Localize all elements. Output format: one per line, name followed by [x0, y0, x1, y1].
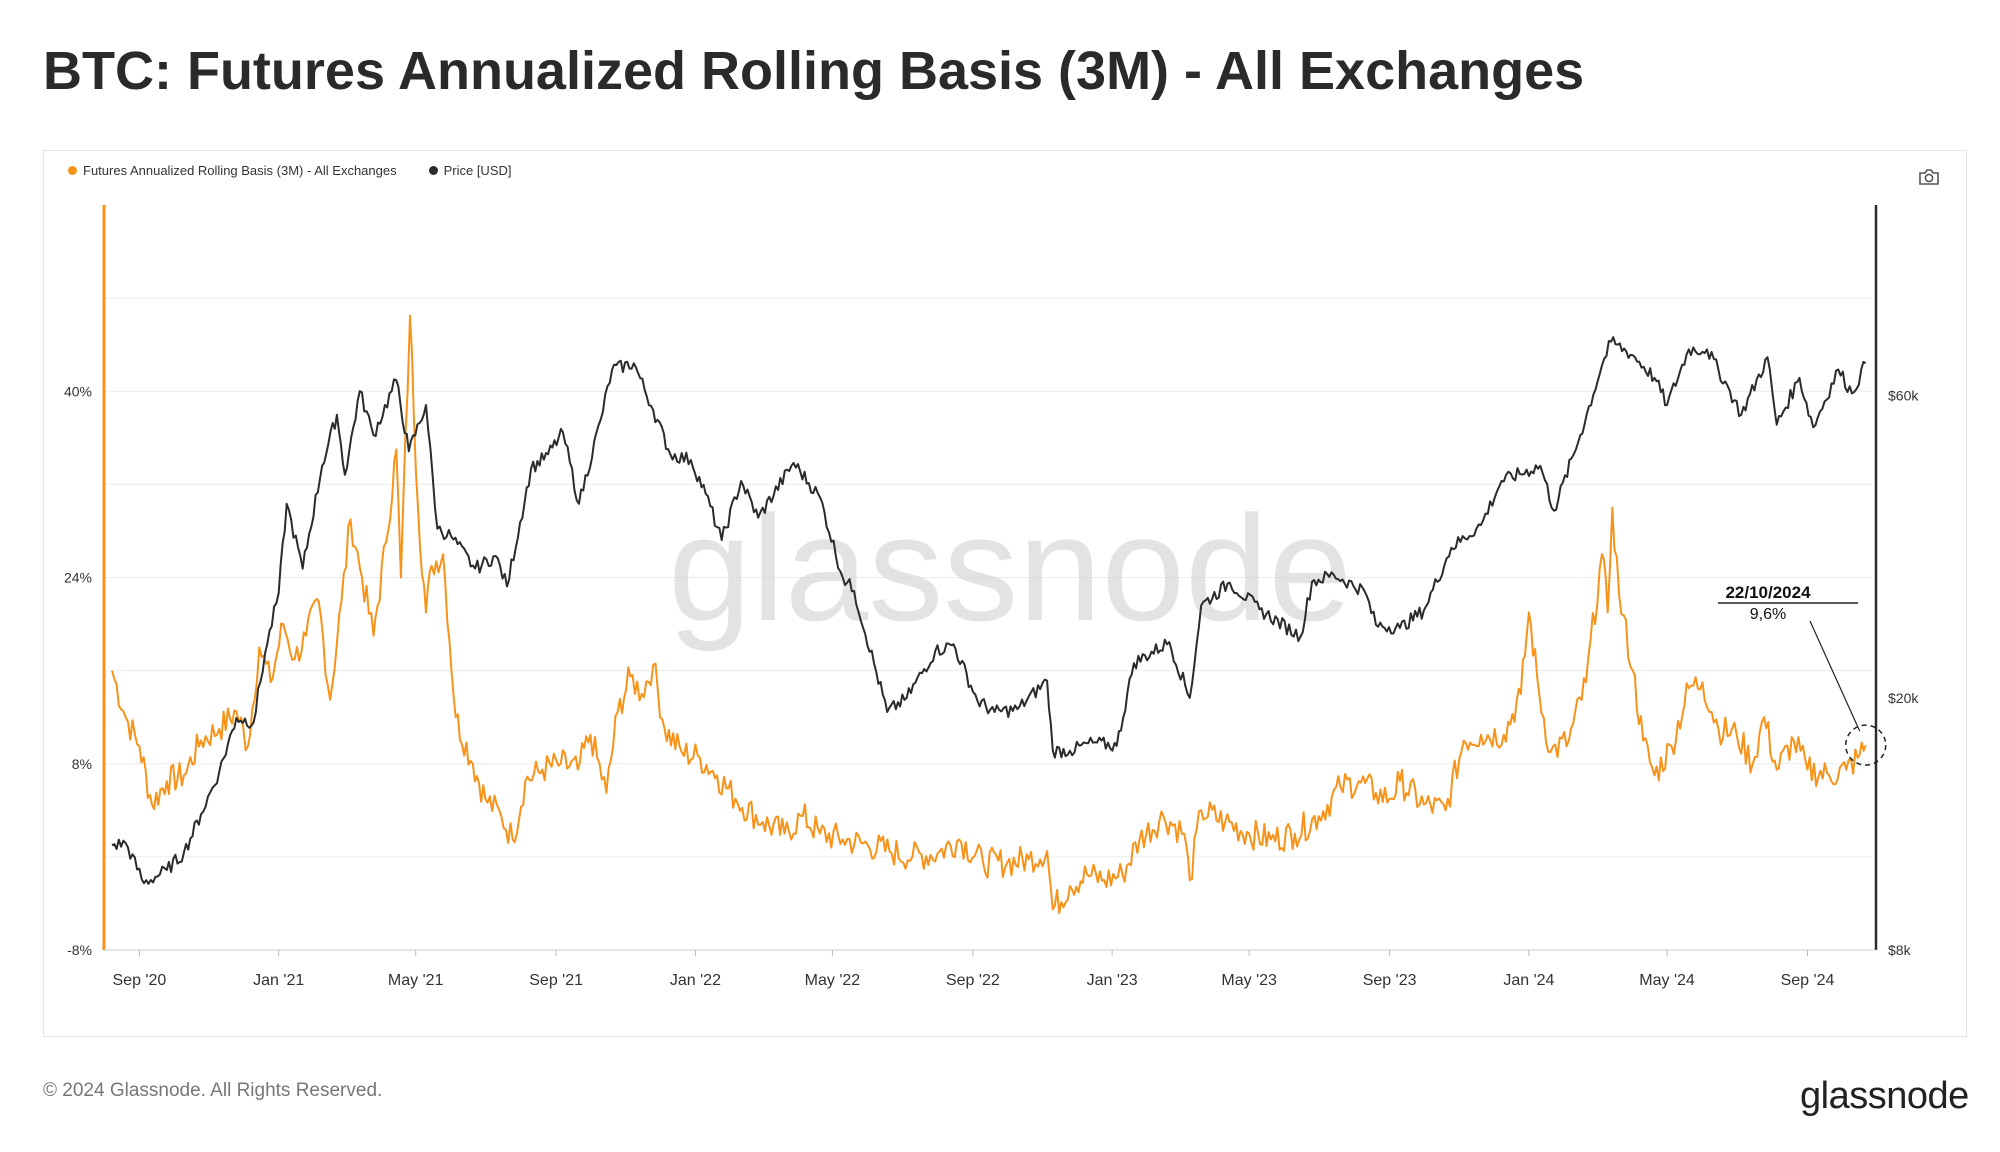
page-title: BTC: Futures Annualized Rolling Basis (3…	[43, 41, 1585, 101]
y-left-tick-label: 24%	[64, 570, 92, 586]
x-tick-label: May '23	[1221, 972, 1277, 989]
y-left-tick-label: 40%	[64, 383, 92, 399]
x-tick-label: Sep '24	[1781, 972, 1835, 989]
annotation-date-label: 22/10/2024	[1725, 583, 1811, 602]
x-tick-label: May '22	[805, 972, 861, 989]
camera-icon[interactable]	[1918, 168, 1940, 186]
annotation-circle	[1844, 724, 1887, 766]
y-left-tick-label: 8%	[72, 756, 92, 772]
basis-series-line	[111, 314, 1867, 914]
y-right-tick-label: $20k	[1888, 690, 1919, 706]
x-tick-label: Jan '24	[1503, 972, 1554, 989]
chart-legend: Futures Annualized Rolling Basis (3M) - …	[68, 163, 512, 178]
legend-item-basis[interactable]: Futures Annualized Rolling Basis (3M) - …	[68, 163, 397, 178]
y-left-tick-label: -8%	[67, 942, 92, 958]
y-right-tick-label: $60k	[1888, 388, 1919, 404]
legend-dot-price	[428, 166, 438, 175]
copyright-text: © 2024 Glassnode. All Rights Reserved.	[43, 1080, 383, 1101]
legend-dot-basis	[68, 166, 77, 175]
chart-frame	[43, 150, 1967, 1037]
x-tick-label: May '24	[1639, 972, 1695, 989]
annotation-value-label: 9,6%	[1750, 606, 1786, 623]
legend-item-price[interactable]: Price [USD]	[428, 163, 512, 178]
x-tick-label: May '21	[388, 972, 444, 989]
x-tick-label: Sep '20	[113, 972, 167, 989]
watermark: glassnode	[668, 484, 1352, 652]
x-tick-label: Jan '21	[253, 972, 304, 989]
legend-label-price: Price [USD]	[443, 163, 512, 178]
x-tick-label: Sep '22	[946, 972, 1000, 989]
y-right-tick-label: $8k	[1888, 942, 1912, 958]
legend-label-basis: Futures Annualized Rolling Basis (3M) - …	[83, 163, 397, 178]
x-tick-label: Sep '23	[1363, 972, 1417, 989]
price-series-line	[111, 336, 1867, 885]
annotation-pointer	[1809, 620, 1861, 732]
x-tick-label: Jan '23	[1087, 972, 1138, 989]
x-tick-label: Sep '21	[529, 972, 583, 989]
glassnode-logo: glassnode	[1800, 1075, 1969, 1117]
x-tick-label: Jan '22	[670, 972, 721, 989]
